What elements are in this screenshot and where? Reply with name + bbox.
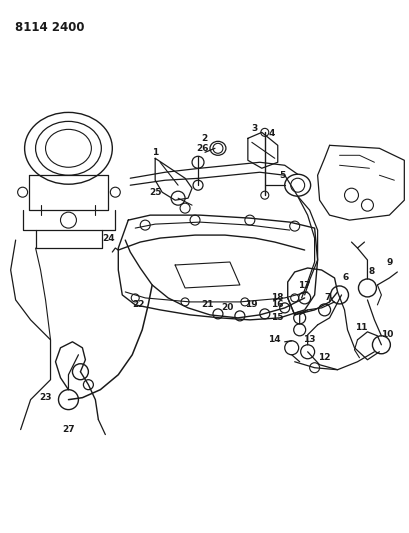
Text: 17: 17	[298, 281, 310, 290]
Text: 6: 6	[342, 273, 348, 282]
Text: 26: 26	[195, 144, 208, 153]
Text: 3: 3	[251, 124, 257, 133]
Text: 22: 22	[132, 301, 144, 309]
Text: 23: 23	[39, 393, 52, 402]
Text: 21: 21	[201, 301, 214, 309]
Text: 7: 7	[324, 294, 330, 302]
Text: 8: 8	[367, 268, 374, 277]
Text: 14: 14	[268, 335, 281, 344]
Text: 24: 24	[102, 233, 115, 243]
Text: 18: 18	[271, 294, 283, 302]
Text: 5: 5	[279, 171, 285, 180]
Text: 25: 25	[148, 188, 161, 197]
Text: 10: 10	[380, 330, 393, 340]
Text: 1: 1	[152, 148, 158, 157]
Text: 19: 19	[245, 301, 258, 309]
Text: 20: 20	[221, 303, 234, 312]
Text: 12: 12	[317, 353, 330, 362]
Text: 15: 15	[271, 313, 283, 322]
Text: 2: 2	[200, 134, 207, 143]
Text: 11: 11	[354, 324, 367, 333]
Text: 16: 16	[271, 301, 283, 309]
Text: 27: 27	[62, 425, 74, 434]
Text: 4: 4	[268, 129, 274, 138]
Text: 9: 9	[385, 257, 391, 266]
Text: 8114 2400: 8114 2400	[15, 21, 84, 34]
Text: 13: 13	[303, 335, 315, 344]
